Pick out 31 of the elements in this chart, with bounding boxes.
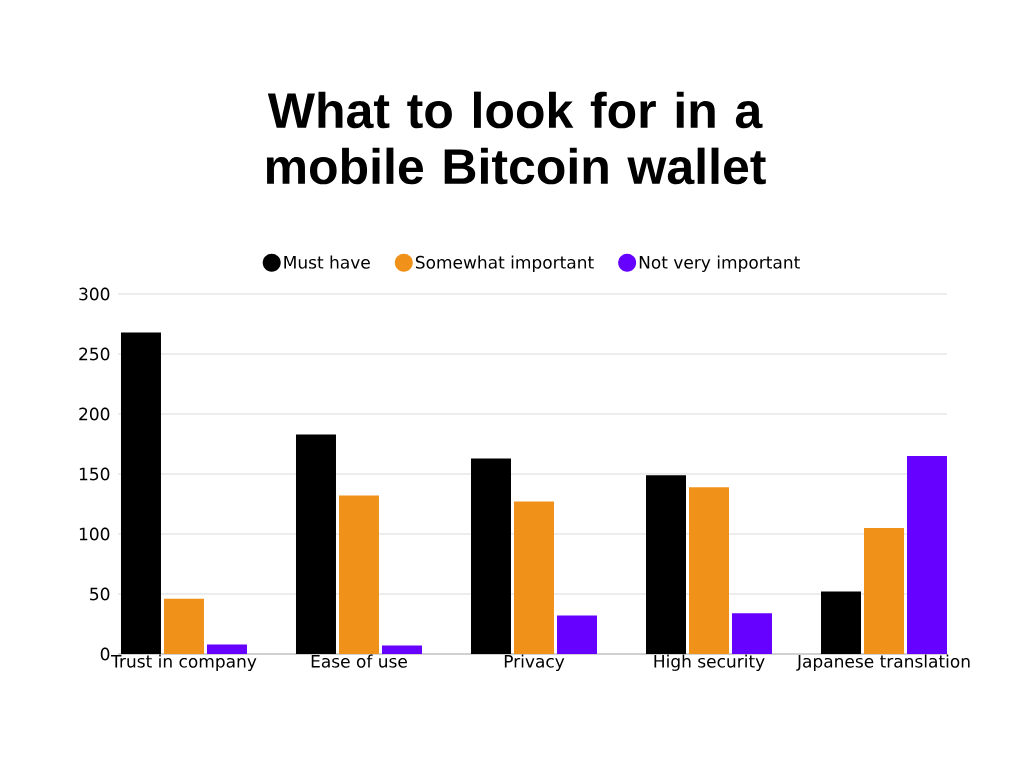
bar bbox=[556, 615, 597, 654]
x-tick-label: Trust in company bbox=[111, 654, 257, 671]
bar bbox=[381, 645, 422, 654]
bar bbox=[513, 501, 554, 654]
bar bbox=[646, 475, 686, 654]
bar bbox=[295, 434, 336, 654]
y-tick-label: 300 bbox=[79, 287, 110, 301]
bar bbox=[338, 495, 379, 654]
bar bbox=[120, 332, 161, 654]
legend-label: Not very important bbox=[639, 255, 800, 273]
bar bbox=[206, 644, 247, 654]
bar bbox=[163, 598, 204, 654]
bar bbox=[821, 591, 862, 654]
bar bbox=[689, 487, 729, 654]
x-tick-label: Privacy bbox=[504, 654, 565, 671]
bar bbox=[732, 613, 772, 654]
y-tick-label: 100 bbox=[79, 527, 110, 541]
y-tick-label: 250 bbox=[79, 347, 110, 361]
legend-label: Somewhat important bbox=[415, 255, 594, 273]
y-tick-label: 50 bbox=[90, 587, 110, 601]
legend-label: Must have bbox=[284, 255, 370, 269]
chart-title: What to look for in a mobile Bitcoin wallet bbox=[266, 91, 766, 185]
x-tick-label: High security bbox=[654, 654, 765, 671]
y-tick-label: 0 bbox=[100, 647, 110, 661]
bar bbox=[864, 528, 905, 654]
y-tick-label: 200 bbox=[79, 407, 110, 421]
x-tick-label: Ease of use bbox=[311, 654, 407, 668]
x-tick-label: Japanese translation bbox=[796, 654, 970, 671]
y-tick-label: 150 bbox=[79, 467, 110, 481]
bar bbox=[907, 456, 948, 654]
bar bbox=[470, 458, 511, 654]
